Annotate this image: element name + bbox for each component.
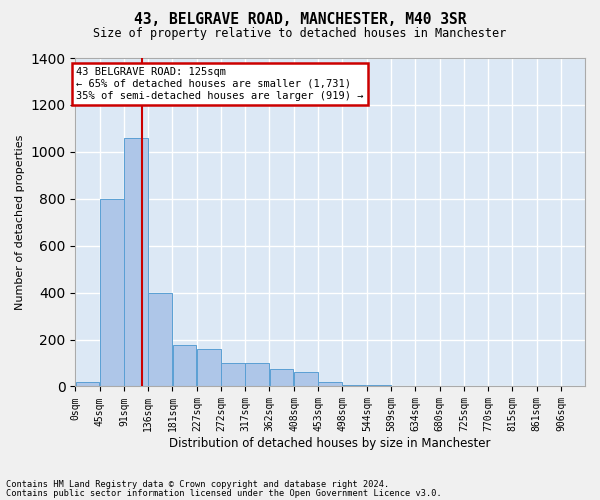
Text: Contains HM Land Registry data © Crown copyright and database right 2024.: Contains HM Land Registry data © Crown c… (6, 480, 389, 489)
Text: Contains public sector information licensed under the Open Government Licence v3: Contains public sector information licen… (6, 488, 442, 498)
Text: 43 BELGRAVE ROAD: 125sqm
← 65% of detached houses are smaller (1,731)
35% of sem: 43 BELGRAVE ROAD: 125sqm ← 65% of detach… (76, 68, 364, 100)
Bar (197, 349, 221, 387)
Bar (294, 372, 318, 386)
Bar (269, 369, 293, 386)
Bar (100, 199, 124, 386)
Bar (318, 382, 342, 386)
Bar (76, 382, 100, 386)
X-axis label: Distribution of detached houses by size in Manchester: Distribution of detached houses by size … (169, 437, 491, 450)
Bar (148, 292, 172, 386)
Bar (221, 363, 245, 386)
Text: Size of property relative to detached houses in Manchester: Size of property relative to detached ho… (94, 28, 506, 40)
Bar (245, 363, 269, 386)
Bar (173, 346, 196, 387)
Text: 43, BELGRAVE ROAD, MANCHESTER, M40 3SR: 43, BELGRAVE ROAD, MANCHESTER, M40 3SR (134, 12, 466, 28)
Bar (124, 138, 148, 386)
Y-axis label: Number of detached properties: Number of detached properties (15, 134, 25, 310)
